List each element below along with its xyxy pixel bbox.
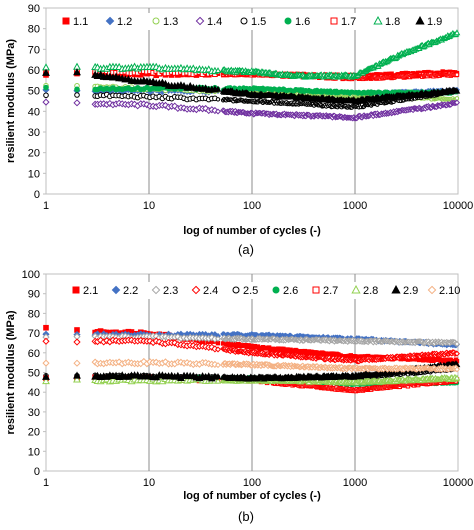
data-point <box>73 338 81 346</box>
y-tick-label: 0 <box>34 466 40 478</box>
data-point <box>42 98 50 106</box>
data-point <box>215 97 221 102</box>
data-point <box>42 337 50 345</box>
x-tick-label: 10 <box>143 477 155 489</box>
legend-label: 1.7 <box>341 16 356 28</box>
legend-marker <box>62 17 70 25</box>
y-tick-label: 90 <box>28 3 40 15</box>
y-tick-label: 30 <box>28 127 40 139</box>
data-point <box>74 86 80 93</box>
data-point <box>161 101 170 109</box>
y-tick-label: 80 <box>28 308 40 320</box>
x-tick-label: 100 <box>243 200 261 212</box>
y-tick-label: 60 <box>28 348 40 360</box>
y-tick-label: 60 <box>28 65 40 77</box>
data-point <box>43 324 49 331</box>
legend-marker <box>330 17 338 25</box>
legend-label: 1.9 <box>427 16 442 28</box>
x-axis-label: log of number of cycles (-) <box>183 490 321 502</box>
y-tick-label: 50 <box>28 86 40 98</box>
y-tick-label: 20 <box>28 427 40 439</box>
legend-marker <box>284 17 292 25</box>
x-tick-label: 10000 <box>443 477 474 489</box>
x-tick-label: 1000 <box>343 477 367 489</box>
y-tick-label: 90 <box>28 289 40 301</box>
data-point <box>130 100 139 108</box>
y-axis-label: resilient modulus (MPa) <box>5 39 17 163</box>
legend-marker <box>240 17 248 25</box>
panel-caption: (b) <box>238 509 254 524</box>
y-tick-label: 70 <box>28 44 40 56</box>
legend-label: 1.8 <box>385 16 400 28</box>
y-tick-label: 50 <box>28 368 40 380</box>
legend-label: 1.2 <box>117 16 132 28</box>
x-tick-label: 100 <box>243 477 261 489</box>
y-tick-label: 0 <box>34 189 40 201</box>
panel-caption: (a) <box>238 242 254 257</box>
data-point <box>202 104 210 113</box>
x-tick-label: 10 <box>143 200 155 212</box>
y-axis-label: resilient modulus (MPa) <box>5 310 17 434</box>
x-tick-label: 1 <box>43 200 49 212</box>
x-tick-label: 1 <box>43 477 49 489</box>
data-point <box>214 67 222 74</box>
y-tick-label: 30 <box>28 407 40 419</box>
legend-marker <box>152 17 160 25</box>
y-tick-label: 100 <box>22 269 40 281</box>
data-point <box>215 108 222 115</box>
y-tick-label: 70 <box>28 328 40 340</box>
series-1-4 <box>42 98 460 122</box>
x-tick-label: 10000 <box>443 200 474 212</box>
data-point <box>73 99 81 107</box>
legend-label: 1.3 <box>163 16 178 28</box>
y-tick-label: 10 <box>28 446 40 458</box>
y-tick-label: 10 <box>28 168 40 180</box>
data-point <box>454 72 460 77</box>
y-tick-label: 40 <box>28 106 40 118</box>
data-point <box>43 84 49 91</box>
x-axis-label: log of number of cycles (-) <box>183 225 321 237</box>
y-tick-label: 80 <box>28 24 40 36</box>
y-tick-label: 20 <box>28 148 40 160</box>
data-point <box>74 92 80 98</box>
x-tick-label: 1000 <box>343 200 367 212</box>
data-point <box>43 92 49 99</box>
legend-label: 1.6 <box>295 16 310 28</box>
y-tick-label: 40 <box>28 387 40 399</box>
data-point <box>453 99 460 106</box>
data-point <box>211 106 219 115</box>
legend-label: 1.1 <box>73 16 88 28</box>
data-point <box>454 96 460 101</box>
legend-label: 1.4 <box>207 16 222 28</box>
data-point <box>215 340 221 346</box>
data-point <box>453 29 461 36</box>
legend-label: 1.5 <box>251 16 266 28</box>
